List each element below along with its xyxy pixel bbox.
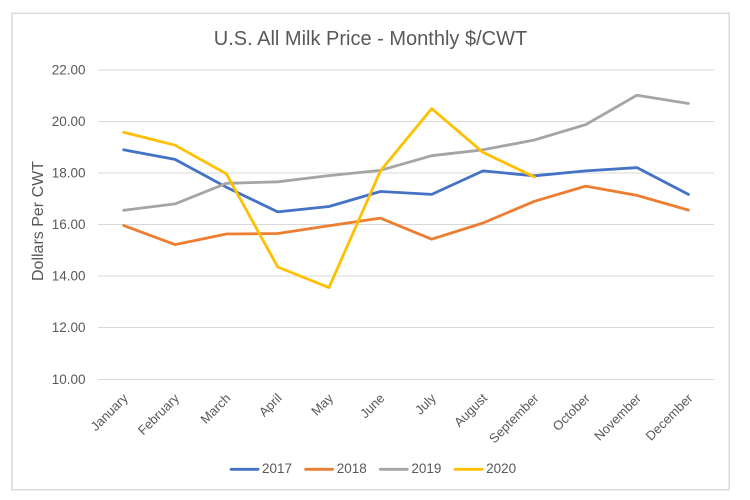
svg-text:2019: 2019 [411,461,441,476]
svg-text:2017: 2017 [262,461,292,476]
svg-text:2018: 2018 [337,461,367,476]
svg-text:18.00: 18.00 [52,166,86,181]
svg-text:12.00: 12.00 [52,320,86,335]
svg-text:20.00: 20.00 [52,114,86,129]
svg-text:U.S. All Milk Price - Monthly: U.S. All Milk Price - Monthly $/CWT [214,28,527,50]
svg-text:16.00: 16.00 [52,217,86,232]
svg-text:Dollars Per CWT: Dollars Per CWT [30,161,47,281]
svg-text:22.00: 22.00 [52,63,86,78]
svg-text:14.00: 14.00 [52,269,86,284]
svg-text:10.00: 10.00 [52,372,86,387]
svg-text:2020: 2020 [486,461,516,476]
